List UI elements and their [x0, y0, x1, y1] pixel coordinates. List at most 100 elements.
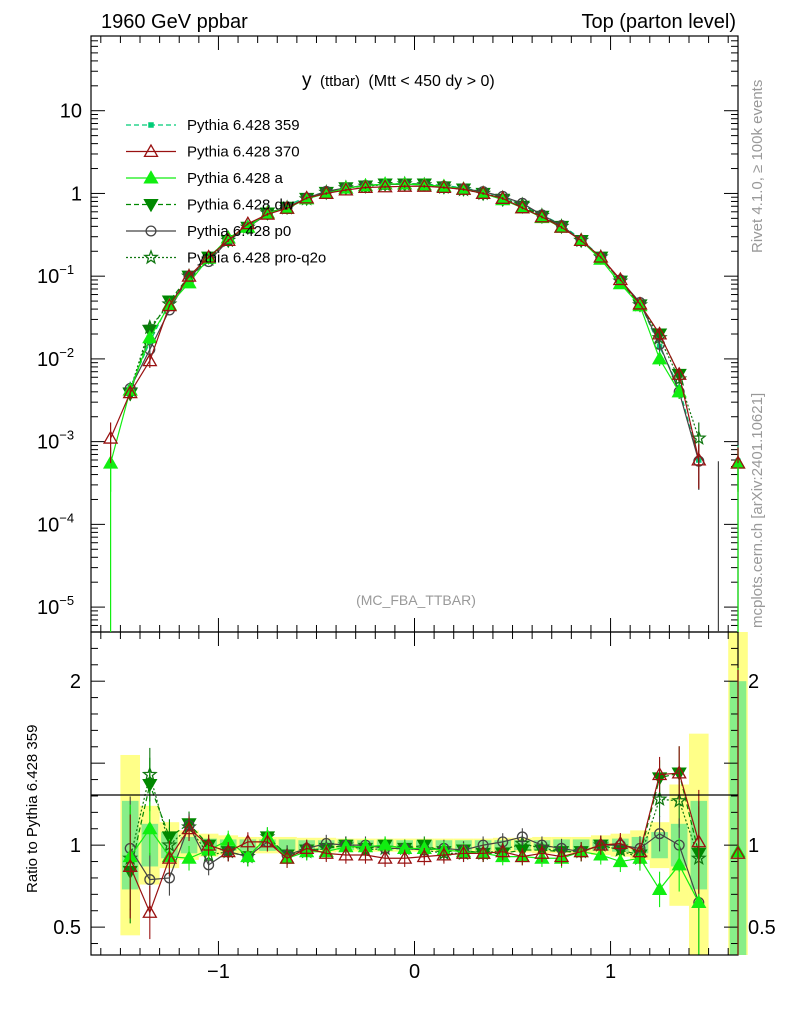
data-point	[436, 179, 452, 194]
ratio-point	[651, 790, 668, 806]
data-point	[690, 429, 707, 446]
ratio-point	[691, 894, 707, 909]
ratio-point	[259, 834, 276, 848]
ratio-point	[201, 837, 217, 851]
data-point	[671, 366, 687, 380]
data-point	[299, 190, 315, 204]
ratio-point	[122, 858, 138, 872]
x-tick-label: 1	[605, 961, 616, 983]
data-point	[397, 178, 413, 192]
x-tick-label: 0	[409, 961, 420, 983]
data-point	[181, 268, 197, 282]
data-point	[377, 179, 393, 193]
y-tick-base: 10	[37, 349, 59, 371]
plot-title-object: (ttbar)	[320, 73, 360, 90]
legend-entry-p359: Pythia 6.428 359	[126, 117, 300, 134]
ratio-point	[553, 848, 570, 863]
y-tick-label: 10−3	[37, 428, 74, 454]
ratio-y-tick-label: 2	[70, 671, 81, 693]
legend-entry-pq2o: Pythia 6.428 pro-q2o	[126, 249, 326, 267]
data-point	[102, 430, 119, 444]
legend-entry-pp0: Pythia 6.428 p0	[126, 223, 291, 240]
data-point	[455, 181, 472, 195]
ratio-point	[144, 874, 156, 886]
y-tick-label: 10−5	[37, 593, 74, 619]
ratio-point	[416, 848, 432, 863]
plot-title-variable: y	[302, 70, 312, 91]
y-tick-exponent: −2	[59, 345, 74, 360]
y-tick-exponent: −5	[59, 593, 74, 608]
data-point	[553, 219, 570, 233]
data-point	[240, 215, 256, 230]
data-point	[593, 249, 609, 263]
ratio-point	[671, 765, 687, 779]
data-point	[161, 297, 178, 312]
header-process-label: Top (parton level)	[581, 11, 736, 33]
chart-marks	[102, 175, 746, 955]
ratio-point	[142, 904, 158, 918]
legend-entry-pa: Pythia 6.428 a	[126, 170, 284, 187]
y-tick-base: 10	[37, 266, 59, 288]
y-tick-base: 10	[37, 432, 59, 454]
ratio-point	[730, 845, 746, 859]
ratio-point	[671, 792, 688, 808]
analysis-watermark: (MC_FBA_TTBAR)	[356, 592, 476, 608]
y-tick-label: 1	[71, 183, 82, 205]
ratio-series-pp0	[124, 796, 705, 955]
data-point	[318, 185, 334, 199]
ratio-plot-frame	[90, 631, 739, 956]
ratio-point	[651, 881, 668, 895]
ratio-point	[357, 847, 374, 861]
ratio-series-p370	[122, 669, 746, 955]
ratio-y-tick-label-right: 0.5	[748, 917, 776, 939]
y-tick-base: 10	[37, 514, 59, 536]
header-energy-label: 1960 GeV ppbar	[101, 11, 248, 33]
ratio-y-tick-label: 1	[70, 835, 81, 857]
y-tick-label: 10−1	[37, 262, 74, 288]
data-point	[573, 232, 589, 247]
ratio-point	[475, 845, 491, 859]
data-point	[142, 329, 158, 344]
data-point	[475, 185, 491, 199]
ratio-uncertainty-bands	[120, 632, 748, 955]
data-point	[514, 200, 530, 214]
ratio-point	[612, 835, 628, 850]
data-point	[201, 249, 217, 263]
legend-entry-p370: Pythia 6.428 370	[126, 144, 300, 161]
legend: Pythia 6.428 359 Pythia 6.428 370 Pythia 6…	[126, 117, 326, 267]
ratio-point	[651, 766, 668, 781]
data-point	[122, 384, 138, 399]
data-point	[357, 179, 374, 194]
ratio-point	[397, 850, 413, 864]
data-point	[612, 271, 628, 286]
legend-marker	[143, 198, 159, 213]
ratio-point	[338, 847, 354, 861]
series-line	[129, 183, 680, 394]
ratio-point	[612, 853, 628, 868]
legend-label: Pythia 6.428 p0	[187, 223, 291, 240]
ratio-point	[671, 857, 687, 871]
ratio-point	[436, 847, 452, 861]
legend-marker	[143, 170, 159, 184]
data-point	[338, 182, 354, 196]
ratio-y-tick-label-right: 2	[748, 671, 759, 693]
ratio-y-axis-label: Ratio to Pythia 6.428 359	[24, 725, 41, 893]
ratio-y-tick-label: 0.5	[53, 917, 81, 939]
data-point	[632, 296, 648, 310]
legend-label: Pythia 6.428 359	[187, 117, 300, 134]
data-point	[691, 452, 707, 466]
ratio-point	[691, 834, 707, 848]
legend-marker	[143, 249, 159, 265]
mcplots-credit-label: mcplots.cern.ch [arXiv:2401.10621]	[749, 393, 766, 628]
legend-label: Pythia 6.428 a	[187, 170, 284, 187]
ratio-point	[142, 778, 158, 793]
ratio-point	[220, 843, 236, 858]
data-point	[534, 209, 550, 223]
legend-label: Pythia 6.428 dw	[187, 197, 294, 214]
plot-title: y (ttbar) (Mtt < 450 dy > 0)	[302, 70, 495, 91]
legend-label: Pythia 6.428 370	[187, 144, 300, 161]
ratio-point	[593, 837, 609, 851]
ratio-point	[534, 845, 550, 859]
